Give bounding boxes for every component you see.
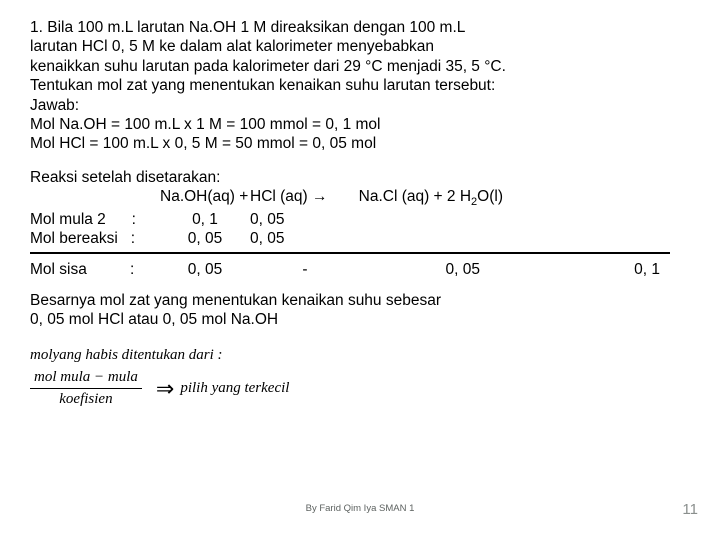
p1-l7: Mol HCl = 100 m.L x 0, 5 M = 50 mmol = 0… — [30, 134, 690, 153]
p1-l2: larutan HCl 0, 5 M ke dalam alat kalorim… — [30, 37, 690, 56]
mol-bereaksi-naoh: 0, 05 — [160, 229, 250, 248]
p1-l6: Mol Na.OH = 100 m.L x 1 M = 100 mmol = 0… — [30, 115, 690, 134]
mol-mula-row: Mol mula 2 : 0, 1 0, 05 — [30, 210, 690, 229]
p1-l3: kenaikkan suhu larutan pada kalorimeter … — [30, 57, 690, 76]
p1-l4: Tentukan mol zat yang menentukan kenaika… — [30, 76, 690, 95]
footer-author: By Farid Qim Iya SMAN 1 — [0, 503, 720, 514]
frac-denominator: koefisien — [55, 389, 116, 409]
mol-sisa-label: Mol sisa — [30, 261, 87, 278]
conclusion-paragraph: Besarnya mol zat yang menentukan kenaika… — [30, 291, 690, 330]
mol-mula-label: Mol mula 2 — [30, 211, 106, 228]
mol-sisa-h2o: 0, 1 — [580, 260, 660, 279]
formula-right: pilih yang terkecil — [180, 379, 289, 398]
formula-fraction: mol mula − mula koefisien — [30, 368, 142, 409]
problem-paragraph: 1. Bila 100 m.L larutan Na.OH 1 M direak… — [30, 18, 690, 154]
reaction-products: Na.Cl (aq) + 2 H2O(l) — [350, 187, 690, 210]
mol-bereaksi-sep: : — [131, 230, 135, 247]
mol-bereaksi-row: Mol bereaksi : 0, 05 0, 05 — [30, 229, 690, 248]
mol-sisa-hcl: - — [250, 260, 360, 279]
p1-l1: 1. Bila 100 m.L larutan Na.OH 1 M direak… — [30, 18, 690, 37]
mol-mula-hcl: 0, 05 — [250, 210, 360, 229]
reaction-naoh: Na.OH(aq) + — [160, 187, 250, 210]
p3-l1: Besarnya mol zat yang menentukan kenaika… — [30, 291, 690, 310]
page-number: 11 — [682, 501, 698, 518]
formula-top-line: molyang habis ditentukan dari : — [30, 346, 690, 365]
mol-mula-naoh: 0, 1 — [160, 210, 250, 229]
mol-sisa-sep: : — [130, 261, 134, 278]
mol-sisa-nacl: 0, 05 — [360, 260, 480, 279]
reaction-nacl: Na.Cl (aq) + 2 H — [359, 188, 471, 205]
big-arrow-icon: ⇒ — [156, 375, 174, 403]
reaction-equation: Na.OH(aq) + HCl (aq) → Na.Cl (aq) + 2 H2… — [30, 187, 690, 210]
mol-sisa-naoh: 0, 05 — [160, 260, 250, 279]
reaction-hcl-arrow: HCl (aq) → — [250, 187, 350, 210]
mol-bereaksi-label: Mol bereaksi — [30, 230, 118, 247]
p1-l5: Jawab: — [30, 96, 690, 115]
reaction-header: Reaksi setelah disetarakan: — [30, 168, 690, 187]
p3-l2: 0, 05 mol HCl atau 0, 05 mol Na.OH — [30, 310, 690, 329]
mol-mula-sep: : — [132, 211, 136, 228]
divider-line — [30, 252, 670, 254]
formula-block: molyang habis ditentukan dari : mol mula… — [30, 346, 690, 409]
reaction-h2o: O(l) — [477, 188, 503, 205]
mol-bereaksi-hcl: 0, 05 — [250, 229, 360, 248]
frac-numerator: mol mula − mula — [30, 368, 142, 389]
reaction-block: Reaksi setelah disetarakan: Na.OH(aq) + … — [30, 168, 690, 279]
reaction-hcl-text: HCl (aq) → — [250, 188, 328, 205]
mol-sisa-row: Mol sisa : 0, 05 - 0, 05 0, 1 — [30, 260, 690, 279]
